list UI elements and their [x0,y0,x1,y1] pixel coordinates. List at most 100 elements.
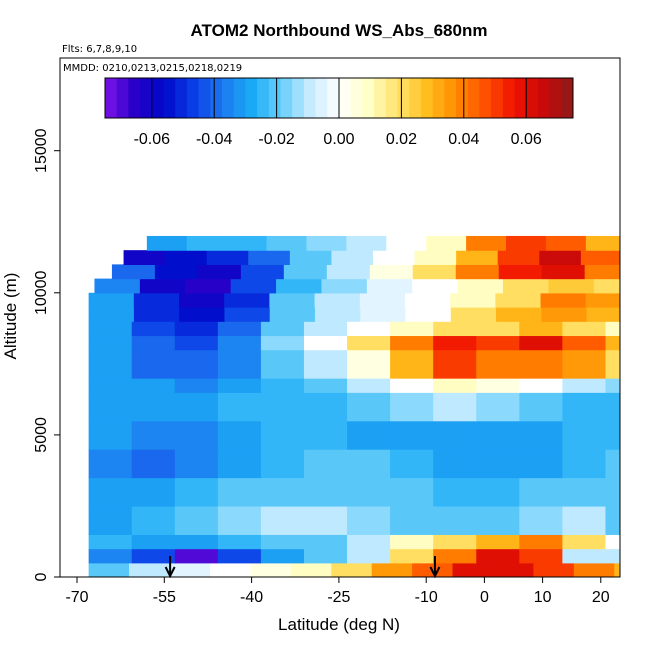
heatmap-cell [585,235,620,251]
heatmap-cell [88,534,133,550]
heatmap-cell [303,449,348,479]
y-tick-label: 15000 [33,128,50,173]
heatmap-cell [146,235,188,251]
y-tick-label: 5000 [33,417,50,453]
heatmap-cell [321,278,368,294]
heatmap-cell [347,420,391,450]
heatmap-cell [476,534,520,550]
heatmap-cell [605,420,620,450]
dates-subtitle: MMDD: 0210,0213,0215,0218,0219 [63,63,242,74]
heatmap-cell [88,349,133,379]
heatmap-cell [154,264,199,280]
heatmap-cell [347,378,391,393]
heatmap-cell [404,292,451,308]
heatmap-cell [639,279,650,294]
heatmap-cell [519,392,563,422]
heatmap-cell [605,534,620,550]
colorbar-tick-label: 0.06 [511,131,542,148]
heatmap-cell [496,307,542,322]
heatmap-cell [276,278,323,294]
heatmap-cell [217,477,262,507]
heatmap-cell [562,505,607,535]
colorbar-swatch [420,78,434,118]
heatmap-cell [217,335,262,351]
heatmap-cell [269,292,316,308]
heatmap-cell [331,562,373,577]
heatmap-cell [88,292,135,308]
heatmap-cell [390,505,434,535]
heatmap-cell [347,477,391,507]
colorbar-swatch [116,78,129,118]
heatmap-cell [88,505,133,535]
colorbar-swatch [245,78,258,118]
x-tick-label: -55 [153,589,176,606]
heatmap-cell [414,250,457,265]
heatmap-cell [174,420,219,450]
heatmap-cell [269,307,316,322]
heatmap-cell [260,449,305,479]
heatmap-cell [217,378,262,393]
colorbar-swatch [397,78,410,118]
chart-title: ATOM2 Northbound WS_Abs_680nm [191,21,488,40]
x-tick-label: 20 [592,589,610,606]
heatmap-cell [433,548,477,564]
heatmap-cell [519,534,563,550]
heatmap-cell [456,250,499,265]
heatmap-cell [250,562,292,577]
heatmap-cell [605,505,620,535]
heatmap-cell [174,321,219,337]
heatmap-cell [260,534,305,550]
heatmap-cell [433,349,477,379]
heatmap-cell [519,505,563,535]
heatmap-cell [562,349,607,379]
heatmap-cell [260,349,305,379]
heatmap-cell [206,250,249,265]
heatmap-cell [541,307,588,322]
heatmap-cell [131,548,176,564]
heatmap-cell [131,349,176,379]
heatmap-cell [346,235,387,251]
heatmap-cell [303,321,348,337]
x-tick-label: -70 [65,589,88,606]
heatmap-cells [88,235,650,577]
heatmap-cell [562,420,607,450]
x-axis-label: Latitude (deg N) [278,615,400,634]
heatmap-cell [433,378,477,393]
colorbar-swatch [198,78,211,118]
heatmap-cell [628,264,650,279]
heatmap-cell [371,562,413,577]
heatmap-cell [290,562,332,577]
heatmap-cell [433,321,477,337]
heatmap-cell [260,335,305,351]
heatmap-cell [476,321,520,337]
heatmap-cell [585,292,620,308]
heatmap-cell [562,548,607,564]
y-axis: 0 5000 10000 15000 [33,128,60,581]
heatmap-cell [593,278,620,294]
heatmap-cell [584,264,620,280]
heatmap-cell [131,449,176,479]
heatmap-cell [476,349,520,379]
colorbar-swatch [491,78,504,118]
heatmap-cell [476,477,520,507]
heatmap-cell [426,235,467,251]
heatmap-cell [562,378,607,393]
heatmap-cell [314,307,361,322]
heatmap-cell [224,307,271,322]
heatmap-cell [347,335,391,351]
heatmap-cell [605,548,620,564]
heatmap-cell [433,392,477,422]
colorbar-swatch [561,78,574,118]
heatmap-cell [476,378,520,393]
heatmap-cell [186,235,228,251]
arrow-head [429,566,441,579]
colorbar-swatch [140,78,153,118]
heatmap-cell [614,562,620,577]
heatmap-cell [433,420,477,450]
heatmap-cell [519,335,563,351]
heatmap-cell [433,505,477,535]
colorbar-swatch [163,78,176,118]
heatmap-cell [452,562,494,577]
heatmap-cell [390,321,434,337]
heatmap-cell [476,548,520,564]
